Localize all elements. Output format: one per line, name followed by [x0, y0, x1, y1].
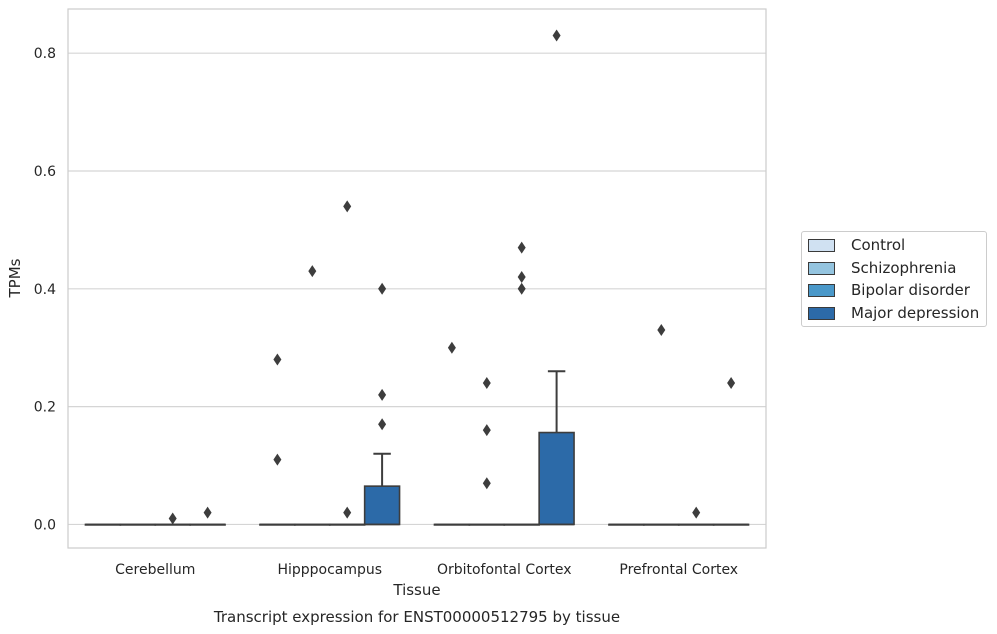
box-schizophrenia [119, 523, 157, 526]
x-axis-title: Tissue [392, 581, 440, 599]
outlier-point [692, 506, 701, 519]
outlier-point [343, 506, 352, 519]
legend-label-control: Control [851, 236, 906, 254]
outliers [168, 29, 736, 525]
x-tick-labels: Cerebellum Hipppocampus Orbitofontal Corte… [115, 562, 738, 578]
outlier-point [378, 418, 387, 431]
box-body [538, 431, 575, 526]
outlier-point [552, 29, 561, 42]
box-control [84, 523, 122, 526]
outlier-point [727, 377, 736, 390]
box-control [259, 523, 296, 526]
legend-swatch-major-depression [808, 306, 835, 320]
x-tick-label: Hipppocampus [277, 562, 382, 578]
outlier-point [378, 282, 387, 295]
y-tick-label: 0.4 [34, 282, 56, 298]
legend-item-major-depression: Major depression [808, 303, 979, 323]
outlier-point [308, 265, 317, 278]
y-tick-labels: 0.0 0.2 0.4 0.6 0.8 [34, 46, 56, 533]
box-body [363, 485, 401, 526]
legend-swatch-schizophrenia [808, 261, 835, 275]
outlier-point [447, 341, 456, 354]
x-tick-label: Orbitofontal Cortex [437, 562, 572, 578]
outlier-point [482, 424, 491, 437]
y-tick-label: 0.8 [34, 46, 56, 62]
legend-label-schizophrenia: Schizophrenia [851, 259, 957, 277]
legend-label-bipolar-disorder: Bipolar disorder [851, 281, 970, 299]
outlier-point [517, 282, 526, 295]
box-schizophrenia [294, 523, 331, 526]
outlier-point [343, 200, 352, 213]
box-bipolar-disorder [677, 523, 715, 526]
y-tick-label: 0.2 [34, 400, 56, 416]
grid-lines [68, 52, 766, 526]
outlier-point [517, 271, 526, 284]
box-major-depression [189, 523, 226, 526]
box-major-depression [538, 370, 575, 526]
outlier-point [482, 477, 491, 490]
legend-swatch-bipolar-disorder [808, 283, 835, 297]
box-major-depression [363, 452, 401, 526]
outlier-point [482, 377, 491, 390]
box-schizophrenia [643, 523, 680, 526]
box-control [608, 523, 645, 526]
boxes [84, 370, 750, 526]
box-control [433, 523, 471, 526]
y-tick-label: 0.6 [34, 164, 56, 180]
legend-item-control: Control [808, 235, 905, 255]
legend-item-bipolar-disorder: Bipolar disorder [808, 280, 970, 300]
plot-area-frame [67, 8, 767, 549]
outlier-point [273, 453, 282, 466]
outlier-point [517, 241, 526, 254]
outlier-point [378, 388, 387, 401]
box-schizophrenia [468, 523, 506, 526]
legend: Control Schizophrenia Bipolar disorder M… [801, 231, 987, 327]
outlier-point [203, 506, 212, 519]
legend-item-schizophrenia: Schizophrenia [808, 258, 956, 278]
outlier-point [273, 353, 282, 366]
outlier-point [657, 324, 666, 337]
box-major-depression [712, 523, 750, 526]
legend-swatch-control [808, 238, 835, 252]
chart-title: Transcript expression for ENST0000051279… [213, 608, 620, 626]
x-tick-label: Cerebellum [115, 562, 195, 578]
outlier-point [168, 512, 177, 525]
box-bipolar-disorder [503, 523, 540, 526]
legend-label-major-depression: Major depression [851, 304, 980, 322]
x-tick-label: Prefrontal Cortex [619, 562, 738, 578]
box-bipolar-disorder [328, 523, 366, 526]
y-tick-label: 0.0 [34, 517, 56, 533]
y-axis-title: TPMs [6, 258, 24, 298]
